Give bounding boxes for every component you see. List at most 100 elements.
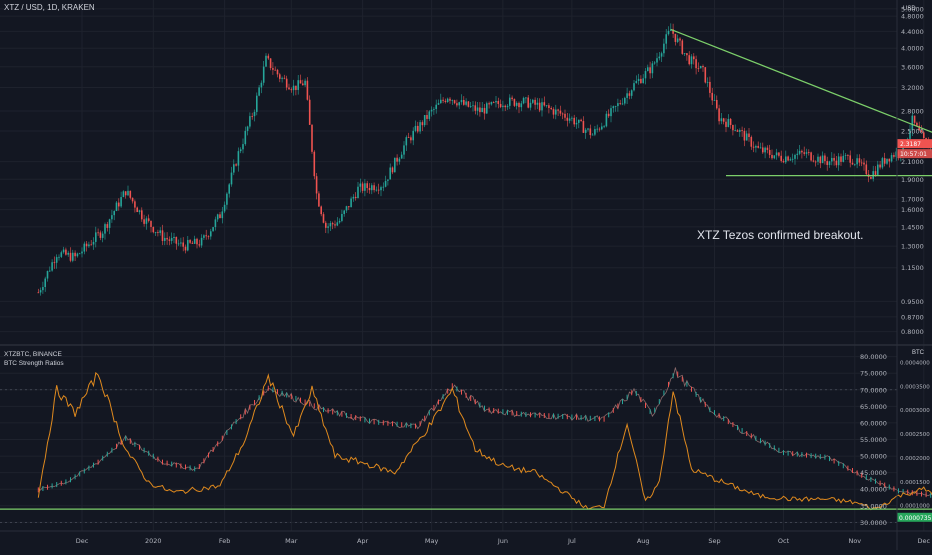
candle-body [560, 111, 562, 114]
candle-body [585, 130, 587, 133]
candle-body [274, 70, 276, 71]
time-tick-label: Mar [285, 537, 298, 545]
candle-body [723, 118, 725, 121]
candle-body [357, 187, 359, 198]
candle-body [235, 164, 237, 165]
candle-body [514, 99, 516, 106]
candle-body [159, 230, 161, 233]
candle-body [245, 131, 247, 144]
price-tick-label: 2.1000 [901, 158, 924, 166]
candle-body [387, 179, 389, 180]
candle-body [481, 108, 483, 112]
candle-body [571, 118, 573, 119]
candle-body [767, 148, 769, 150]
candle-body [300, 80, 302, 83]
candle-body [486, 103, 488, 113]
candle-body [502, 106, 504, 107]
candle-body [426, 115, 428, 119]
candle-body [67, 253, 69, 255]
candle-body [410, 137, 412, 140]
candle-body [546, 105, 548, 106]
candle-body [872, 171, 874, 179]
candle-body [771, 155, 773, 158]
time-tick-label: Dec [76, 537, 89, 545]
candle-body [148, 218, 150, 221]
candle-body [263, 67, 265, 83]
candle-body [254, 112, 256, 116]
candle-body [362, 184, 364, 191]
price-tick-label: 3.2000 [901, 84, 924, 92]
sub-symbol-title[interactable]: XTZBTC, BINANCE [4, 351, 62, 358]
candle-body [86, 244, 88, 247]
candle-body [580, 120, 582, 121]
candle-body [504, 106, 506, 107]
candle-body [845, 155, 847, 156]
candle-body [663, 44, 665, 54]
candle-body [348, 206, 350, 207]
candle-body [44, 279, 46, 287]
btc-tick-label: 0.0004000 [900, 360, 930, 366]
candle-body [642, 78, 644, 83]
candle-body [408, 137, 410, 138]
candle-body [429, 111, 431, 118]
candle-body [748, 133, 750, 137]
candle-body [396, 158, 398, 162]
candle-body [162, 230, 164, 241]
candle-body [617, 103, 619, 106]
candle-body [764, 148, 766, 153]
candle-body [449, 99, 451, 101]
candle-body [817, 157, 819, 162]
candle-body [615, 106, 617, 107]
candle-body [125, 191, 127, 195]
candle-body [364, 183, 366, 191]
candle-body [284, 78, 286, 79]
candle-body [327, 226, 329, 227]
candle-body [463, 100, 465, 105]
countdown-text: 10:57:01 [900, 151, 927, 158]
candle-body [293, 86, 295, 90]
symbol-title[interactable]: XTZ / USD, 1D, KRAKEN [4, 3, 95, 12]
candle-body [679, 39, 681, 41]
sub-study-title[interactable]: BTC Strength Ratios [4, 360, 64, 367]
candle-body [916, 123, 918, 126]
candle-body [61, 252, 63, 257]
candle-body [799, 151, 801, 154]
candle-body [849, 155, 851, 162]
price-tick-label: 1.4500 [901, 223, 924, 231]
candle-body [176, 237, 178, 244]
candle-body [562, 114, 564, 115]
price-tick-label: 0.8000 [901, 328, 924, 336]
candle-body [355, 197, 357, 198]
price-tick-label: 1.7000 [901, 195, 924, 203]
candle-body [831, 158, 833, 161]
candle-body [399, 159, 401, 162]
candle-body [173, 237, 175, 238]
ratio-tick-label: 30.0000 [860, 519, 887, 527]
candle-body [537, 103, 539, 105]
candle-body [113, 211, 115, 215]
ratio-tick-label: 40.0000 [860, 486, 887, 494]
candle-body [304, 81, 306, 85]
candle-body [215, 219, 217, 227]
candle-body [261, 83, 263, 88]
candle-body [249, 116, 251, 126]
candle-body [199, 244, 201, 245]
candle-body [350, 199, 352, 208]
candle-body [769, 150, 771, 155]
candle-body [392, 168, 394, 173]
candle-body [136, 208, 138, 212]
candle-body [836, 161, 838, 166]
time-tick-label: Sep [708, 537, 720, 545]
candle-body [217, 214, 219, 219]
candle-body [587, 128, 589, 129]
candle-body [530, 103, 532, 108]
candle-body [661, 53, 663, 56]
candle-body [702, 66, 704, 67]
candle-body [401, 155, 403, 159]
candle-body [153, 227, 155, 232]
candle-body [343, 211, 345, 214]
candle-body [118, 203, 120, 207]
ratio-tick-label: 65.0000 [860, 403, 887, 411]
candle-body [495, 101, 497, 102]
